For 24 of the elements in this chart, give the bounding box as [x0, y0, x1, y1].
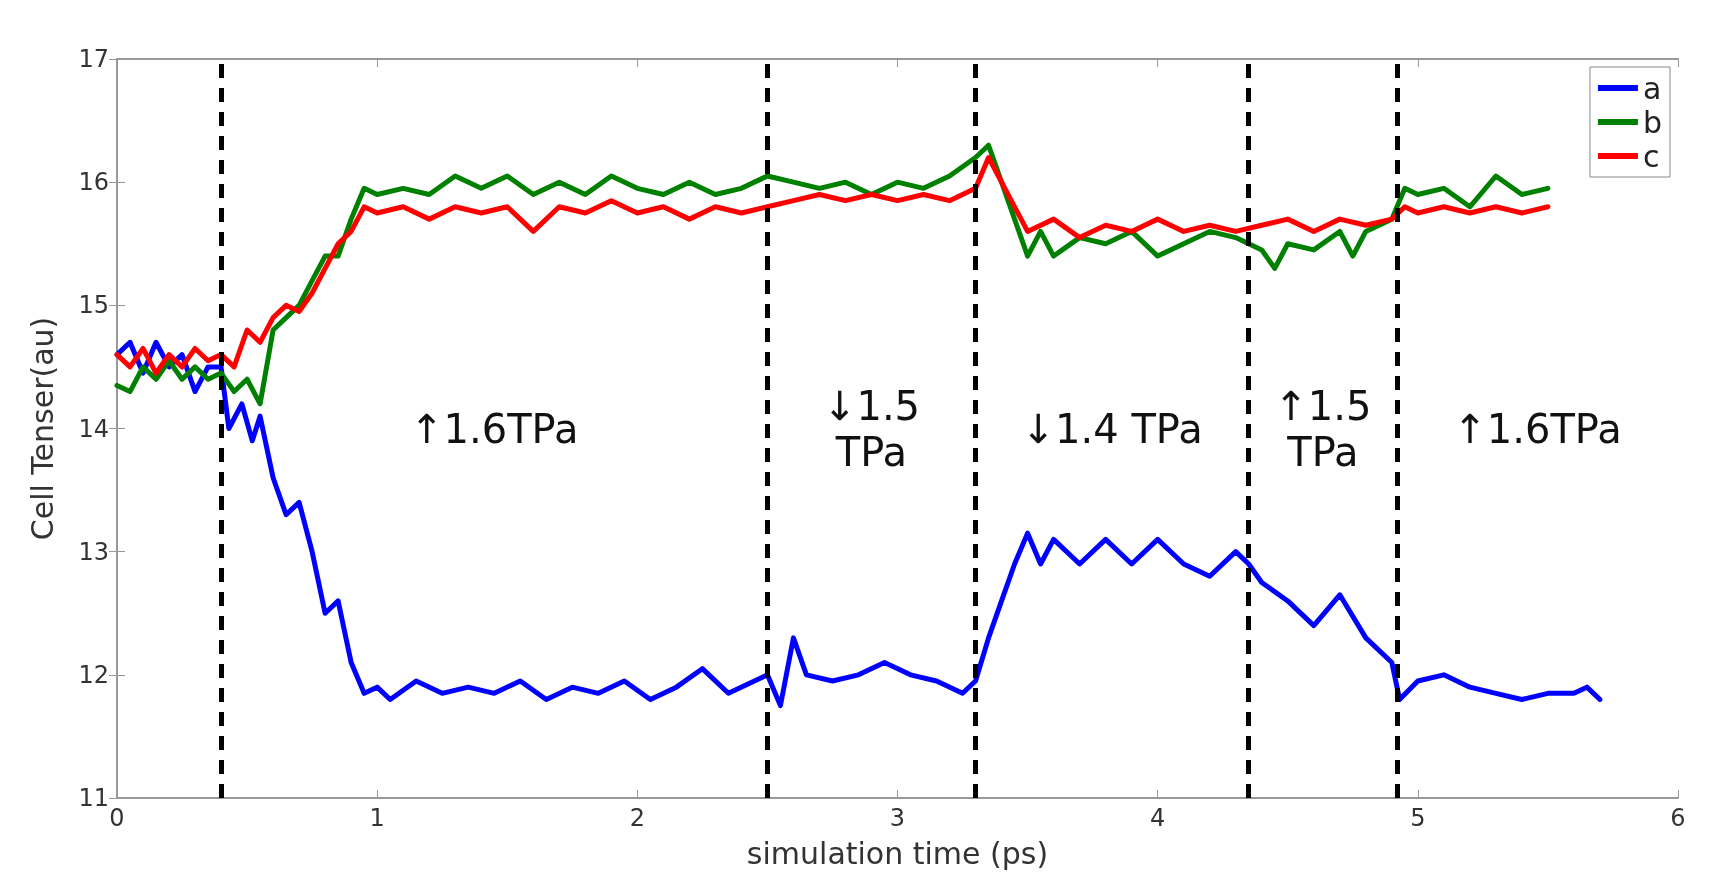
annotation: ↑1.6TPa	[410, 405, 579, 452]
x-tick-label: 1	[369, 804, 385, 832]
legend-label: a	[1642, 70, 1662, 106]
annotation: ↑1.5 TPa	[1274, 382, 1372, 475]
y-tick-label: 15	[78, 291, 109, 320]
legend-label: b	[1642, 104, 1662, 140]
y-axis-title: Cell Tenser(au)	[24, 316, 60, 541]
x-tick-label: 0	[109, 804, 125, 832]
annotation: ↑1.6TPa	[1453, 405, 1622, 452]
y-tick-label: 13	[78, 537, 109, 566]
x-tick-label: 4	[1150, 804, 1166, 832]
y-tick-label: 16	[78, 168, 109, 197]
y-tick-label: 12	[78, 660, 109, 689]
x-tick-label: 2	[629, 804, 645, 832]
x-tick-label: 5	[1410, 804, 1426, 832]
y-tick-label: 17	[78, 45, 109, 73]
y-tick-label: 11	[78, 784, 109, 812]
annotation: ↓1.5 TPa	[822, 382, 921, 475]
x-tick-label: 6	[1670, 804, 1686, 832]
y-tick-label: 14	[78, 414, 109, 443]
annotation: ↓1.4 TPa	[1021, 405, 1203, 452]
x-tick-label: 3	[889, 804, 906, 832]
x-axis-title: simulation time (ps)	[746, 835, 1049, 871]
legend-label: c	[1642, 138, 1660, 174]
